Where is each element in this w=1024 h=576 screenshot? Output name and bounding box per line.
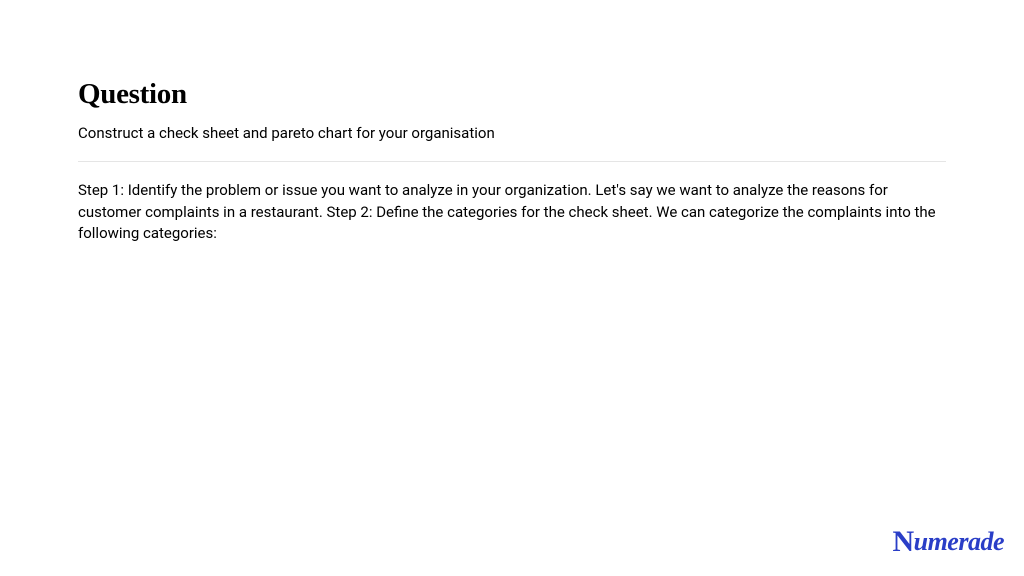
question-prompt: Construct a check sheet and pareto chart…	[78, 123, 946, 162]
answer-body: Step 1: Identify the problem or issue yo…	[78, 180, 946, 245]
logo-letter-n: N	[892, 525, 913, 559]
numerade-logo: Numerade	[892, 524, 1004, 558]
content-area: Question Construct a check sheet and par…	[0, 0, 1024, 245]
question-heading: Question	[78, 78, 946, 111]
logo-text: umerade	[914, 527, 1004, 556]
